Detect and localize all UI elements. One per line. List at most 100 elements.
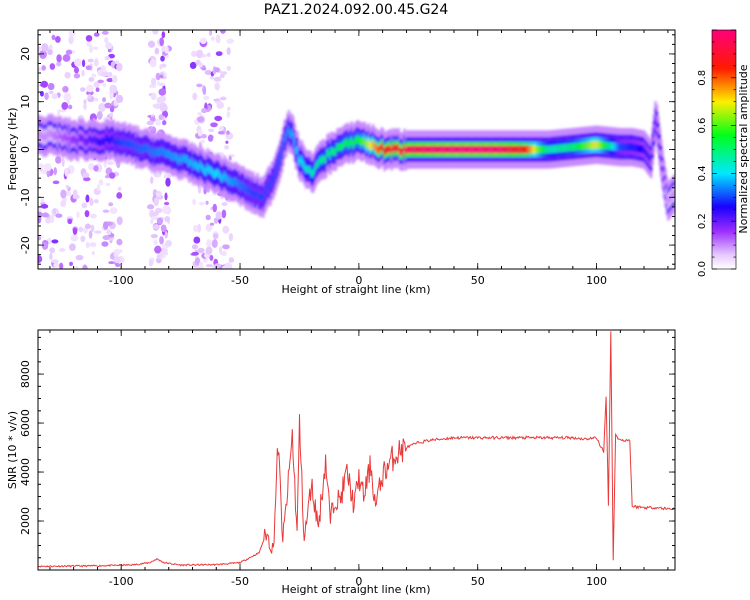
noise-blob: [214, 82, 220, 91]
noise-blob: [38, 236, 42, 241]
noise-blob: [209, 30, 213, 36]
spectrogram-frame: [37, 29, 676, 270]
noise-blob: [85, 90, 94, 96]
noise-blob: [113, 101, 119, 107]
noise-blob: [209, 76, 215, 80]
ridge-segment: [230, 178, 234, 187]
ridge-segment: [523, 145, 526, 154]
ridge-segment: [299, 158, 302, 167]
ridge-segment: [627, 143, 630, 151]
ridge-segment: [256, 188, 259, 196]
ridge-segment: [339, 142, 342, 151]
noise-blob: [85, 34, 93, 42]
noise-blob: [146, 120, 155, 126]
ridge-segment: [42, 134, 45, 142]
ridge-segment: [95, 137, 98, 145]
ridge-segment: [282, 142, 285, 151]
ridge-segment: [511, 145, 515, 154]
ridge-segment: [518, 145, 522, 154]
ridge-segment: [46, 130, 50, 139]
ridge-segment: [199, 160, 202, 169]
ridge-segment: [403, 143, 406, 152]
ridge-segment: [560, 144, 563, 153]
ridge-segment: [324, 155, 328, 163]
ridge-segment: [346, 138, 349, 146]
noise-blob: [213, 217, 219, 224]
noise-blob: [113, 252, 119, 258]
ridge-segment: [85, 138, 88, 147]
noise-blob: [56, 109, 61, 116]
ridge-segment: [503, 145, 506, 154]
snr-frame: [37, 329, 676, 571]
ridge-segment: [534, 145, 537, 154]
noise-blob: [86, 84, 94, 93]
ridge-segment: [356, 135, 359, 144]
noise-blob: [228, 257, 235, 263]
noise-blob: [81, 69, 85, 77]
noise-blob: [193, 236, 201, 244]
ridge-segment: [143, 143, 147, 152]
noise-blob: [224, 262, 233, 269]
ridge-segment: [330, 146, 333, 155]
noise-blob: [68, 243, 76, 251]
ridge-segment: [478, 145, 482, 154]
ridge-segment: [227, 178, 231, 186]
ridge-segment: [458, 145, 462, 154]
ridge-segment: [264, 187, 268, 196]
noise-blob: [156, 217, 164, 225]
noise-blob: [109, 84, 118, 94]
ridge-segment: [490, 145, 493, 154]
ridge-segment: [513, 145, 516, 154]
ridge-segment: [567, 143, 570, 152]
ridge-segment: [327, 148, 331, 156]
ridge-segment: [180, 156, 184, 165]
ridge-segment: [471, 145, 475, 154]
ridge-segment: [158, 148, 161, 157]
ridge-segment: [550, 145, 553, 154]
ridge-segment: [411, 145, 415, 154]
ridge-segment: [226, 175, 229, 183]
snr-x-label: Height of straight line (km): [281, 583, 430, 596]
ridge-segment: [574, 142, 577, 151]
snr-y-label: SNR (10 * v/v): [6, 411, 19, 489]
ridge-segment: [166, 150, 169, 158]
noise-blob: [155, 72, 161, 81]
noise-blob: [58, 248, 66, 252]
noise-blob: [165, 240, 173, 247]
ridge-segment: [538, 145, 542, 154]
spectrogram-y-tick-label: 0: [19, 146, 32, 153]
noise-blob: [78, 226, 84, 233]
ridge-segment: [376, 144, 379, 153]
ridge-segment: [71, 135, 74, 144]
ridge-segment: [525, 145, 529, 154]
ridge-segment: [112, 135, 115, 143]
ridge-segment: [578, 142, 582, 151]
ridge-segment: [530, 145, 533, 154]
ridge-segment: [617, 143, 620, 151]
ridge-segment: [215, 169, 218, 178]
ridge-segment: [232, 178, 235, 187]
noise-blob: [196, 265, 205, 269]
ridge-segment: [243, 183, 247, 192]
ridge-segment: [98, 138, 101, 147]
colorbar-tick-label: 0.8: [697, 70, 708, 86]
noise-blob: [43, 163, 52, 172]
noise-blob: [49, 214, 55, 223]
ridge-segment: [461, 145, 465, 154]
ridge-segment: [240, 181, 244, 190]
ridge-segment: [155, 148, 158, 157]
ridge-segment: [197, 164, 201, 173]
ridge-segment: [474, 145, 478, 154]
ridge-segment: [39, 131, 43, 139]
noise-blob: [81, 202, 88, 209]
ridge-segment: [500, 145, 503, 154]
noise-blob: [158, 88, 167, 96]
noise-blob: [93, 32, 100, 37]
ridge-segment: [233, 177, 237, 186]
ridge-segment: [292, 131, 295, 140]
ridge-segment: [115, 140, 118, 148]
ridge-segment: [38, 131, 41, 140]
noise-blob: [159, 102, 167, 112]
noise-blob: [209, 222, 215, 226]
ridge-segment: [466, 145, 469, 154]
